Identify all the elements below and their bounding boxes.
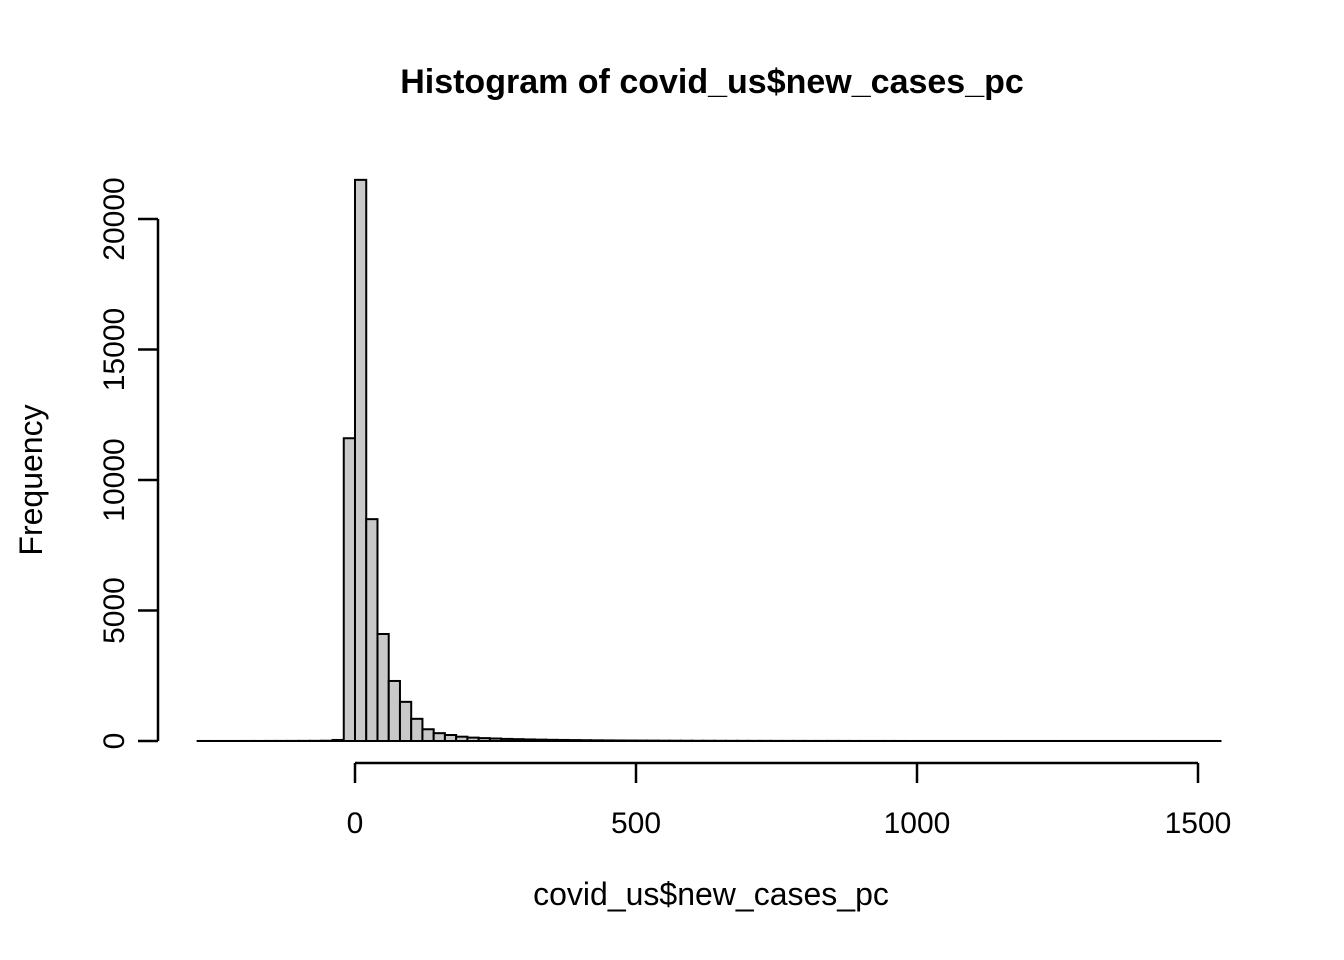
x-axis-label: covid_us$new_cases_pc: [533, 876, 889, 912]
histogram-bar: [342, 437, 357, 742]
histogram-bar: [443, 734, 458, 742]
axes-layer: 0 5000 10000 15000 20000 0 500 1000 1500: [98, 177, 1231, 840]
histogram-bar: [421, 728, 435, 742]
histogram-bar: [331, 738, 345, 743]
histogram-bar: [477, 737, 491, 743]
histogram-bar: [522, 738, 536, 742]
histogram-bar: [545, 738, 559, 743]
histogram-bar: [511, 738, 525, 742]
histogram-bar: [354, 178, 368, 743]
histogram-bar: [578, 739, 593, 742]
y-tick-label: 15000: [98, 308, 131, 391]
chart-title: Histogram of covid_us$new_cases_pc: [400, 63, 1024, 101]
histogram-bar: [466, 736, 480, 742]
histogram-bar: [590, 739, 604, 743]
y-tick-label: 10000: [98, 438, 131, 521]
x-tick-label: 0: [347, 807, 364, 840]
histogram-bar: [500, 737, 514, 742]
x-tick-label: 500: [611, 807, 661, 840]
histogram-bar: [488, 737, 503, 743]
histogram-bar: [455, 735, 469, 743]
histogram-bar: [365, 518, 379, 743]
y-tick-label: 20000: [98, 177, 131, 260]
histogram-bar: [398, 700, 413, 742]
x-tick-label: 1000: [884, 807, 951, 840]
y-tick-label: 5000: [98, 577, 131, 644]
histogram-bar: [556, 738, 570, 743]
histogram-bar: [410, 717, 424, 743]
histogram-bar: [432, 732, 446, 742]
x-tick-label: 1500: [1165, 807, 1232, 840]
y-axis-label: Frequency: [13, 404, 49, 555]
histogram-bar: [376, 632, 390, 742]
histogram-bar: [387, 679, 401, 742]
histogram-bar: [567, 739, 581, 743]
histogram-bar: [612, 739, 626, 742]
histogram-bar: [533, 738, 548, 743]
bars-layer: [196, 178, 1222, 743]
y-tick-label: 0: [98, 733, 131, 750]
histogram-bar: [601, 739, 615, 743]
